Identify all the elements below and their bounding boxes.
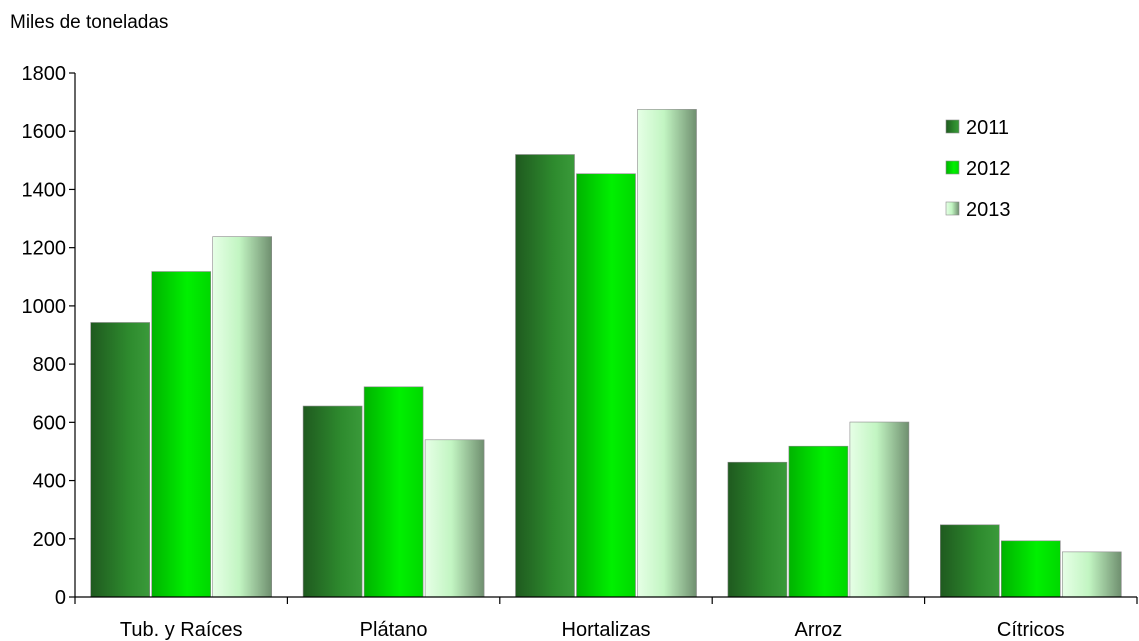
bar-2013-1 [424,439,485,598]
bar-2013-0 [212,236,272,598]
bar-2013-3 [849,421,910,598]
legend-swatch-2011 [945,119,960,134]
bar-2012-2 [576,173,636,598]
legend-swatch-2012 [945,160,960,175]
y-tick-label: 1400 [22,179,67,201]
x-category-label: Cítricos [997,619,1065,641]
bar-2012-1 [363,386,424,598]
bar-2011-3 [727,461,788,598]
bar-2011-2 [515,154,575,598]
y-tick-label: 200 [33,529,66,551]
bar-2012-3 [788,445,849,598]
y-axis: 0 200 400 600 800 1000 1200 1400 1600 1800 [22,63,76,609]
y-tick-label: 600 [33,412,66,434]
bar-2012-0 [151,271,211,598]
x-category-label: Tub. y Raíces [120,619,243,641]
y-tick-label: 1800 [22,63,67,85]
y-tick-label: 1200 [22,238,67,260]
bars-group [90,109,1122,598]
bar-2011-1 [302,405,363,598]
y-tick-label: 1000 [22,296,67,318]
legend-label-2013: 2013 [966,199,1011,221]
y-tick-label: 1600 [22,121,67,143]
legend-label-2011: 2011 [966,117,1009,139]
x-category-label: Hortalizas [562,619,651,641]
x-axis: Tub. y Raíces Plátano Hortalizas Arroz Cítri… [74,596,1138,641]
bar-2012-4 [1000,540,1061,598]
bar-2013-2 [637,109,697,598]
x-category-label: Arroz [795,619,843,641]
bar-2011-4 [939,524,1000,598]
y-axis-title: Miles de toneladas [10,12,168,33]
y-tick-label: 800 [33,354,66,376]
bar-2013-4 [1062,551,1122,598]
legend: 2011 2012 2013 [945,117,1011,221]
legend-label-2012: 2012 [966,158,1011,180]
y-tick-label: 0 [55,587,66,609]
bar-2011-0 [90,322,150,598]
legend-swatch-2013 [945,201,960,216]
y-tick-label: 400 [33,471,66,493]
x-category-label: Plátano [360,619,428,641]
